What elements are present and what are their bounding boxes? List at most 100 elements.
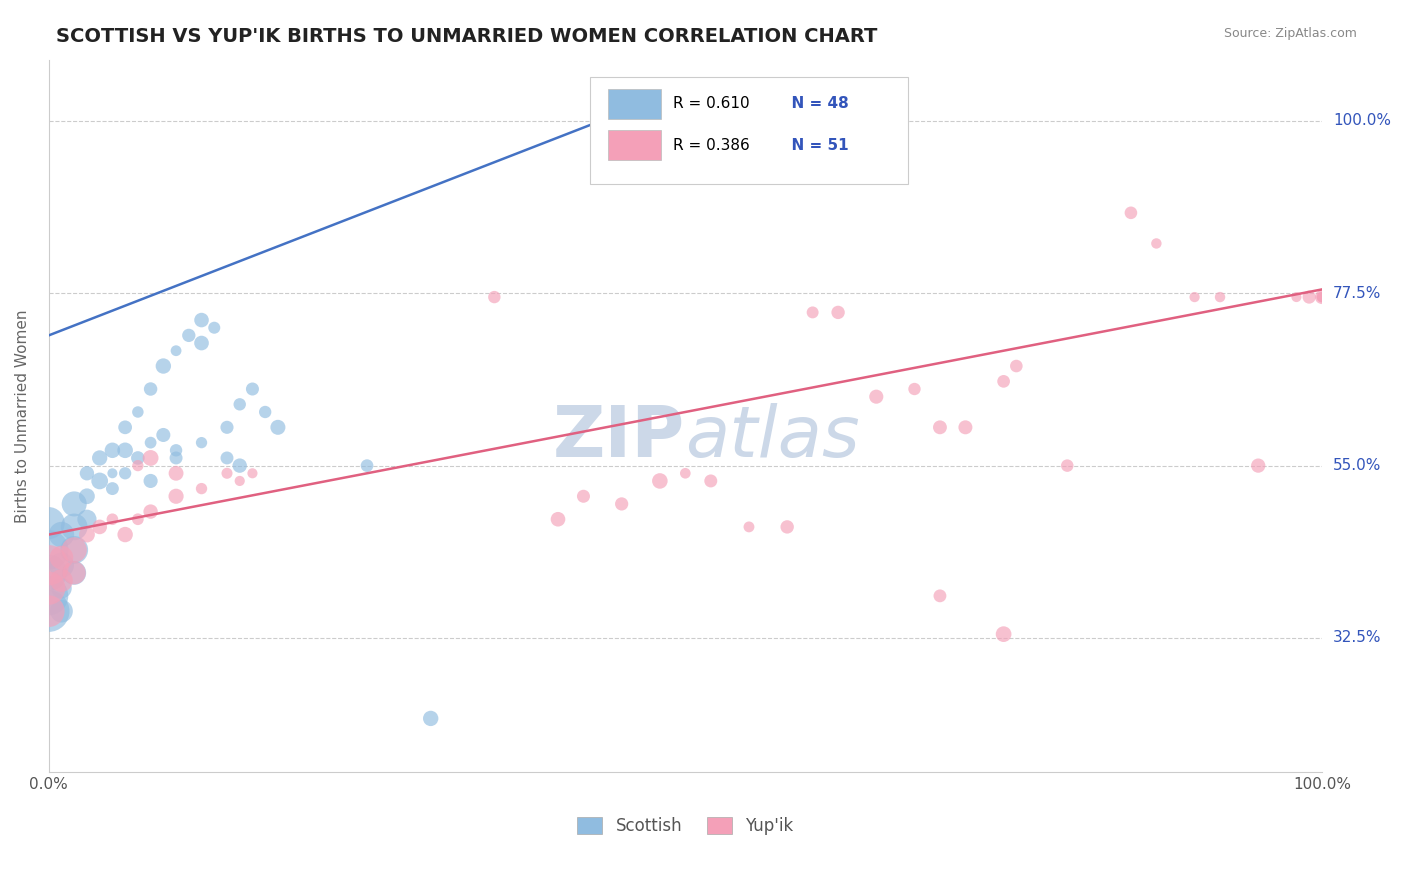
FancyBboxPatch shape <box>607 130 661 160</box>
Point <box>267 420 290 434</box>
Point <box>51 604 73 618</box>
Point <box>63 542 86 557</box>
Point <box>903 382 925 396</box>
Point <box>127 405 149 419</box>
Point <box>190 482 212 496</box>
Point <box>63 520 86 534</box>
Point <box>547 512 569 526</box>
Point <box>89 520 111 534</box>
Point <box>114 467 136 481</box>
Point <box>127 450 149 465</box>
Point <box>139 450 162 465</box>
Point <box>190 336 212 351</box>
Point <box>139 474 162 488</box>
Point <box>993 375 1015 389</box>
Point <box>63 566 86 580</box>
Text: ZIP: ZIP <box>553 402 685 472</box>
Point <box>101 443 124 458</box>
Point <box>1247 458 1270 473</box>
Text: R = 0.386: R = 0.386 <box>672 137 749 153</box>
Point <box>51 527 73 541</box>
Point <box>89 450 111 465</box>
Point <box>177 328 200 343</box>
Point <box>114 443 136 458</box>
Point <box>190 435 212 450</box>
Text: N = 48: N = 48 <box>780 96 849 112</box>
Point <box>1310 290 1333 304</box>
Point <box>419 711 441 725</box>
Point <box>865 390 887 404</box>
Legend: Scottish, Yup'ik: Scottish, Yup'ik <box>576 817 793 835</box>
Point <box>38 542 60 557</box>
Text: 100.0%: 100.0% <box>1333 113 1391 128</box>
Point <box>139 382 162 396</box>
Point <box>1005 359 1028 373</box>
Point <box>38 604 60 618</box>
Point <box>63 566 86 580</box>
Point <box>215 420 238 434</box>
Point <box>51 581 73 595</box>
Point <box>202 320 225 334</box>
Point <box>1184 290 1206 304</box>
Text: N = 51: N = 51 <box>780 137 848 153</box>
Point <box>228 397 250 411</box>
Point <box>38 566 60 580</box>
Point <box>572 489 595 503</box>
Point <box>1056 458 1078 473</box>
Point <box>139 435 162 450</box>
Point <box>827 305 849 319</box>
Point <box>76 512 98 526</box>
Point <box>228 458 250 473</box>
Point <box>215 467 238 481</box>
Point <box>1144 236 1167 251</box>
Point <box>929 420 952 434</box>
Point <box>165 343 187 358</box>
Point <box>76 489 98 503</box>
Point <box>127 512 149 526</box>
Point <box>165 467 187 481</box>
Point <box>101 482 124 496</box>
Point <box>242 382 264 396</box>
Point <box>127 458 149 473</box>
Point <box>700 474 723 488</box>
Point <box>152 359 174 373</box>
Text: 32.5%: 32.5% <box>1333 631 1382 646</box>
Point <box>955 420 977 434</box>
Point <box>648 474 671 488</box>
FancyBboxPatch shape <box>591 78 908 185</box>
Point <box>228 474 250 488</box>
Text: R = 0.610: R = 0.610 <box>672 96 749 112</box>
Text: Source: ZipAtlas.com: Source: ZipAtlas.com <box>1223 27 1357 40</box>
Point <box>801 305 824 319</box>
Y-axis label: Births to Unmarried Women: Births to Unmarried Women <box>15 309 30 523</box>
Point <box>215 450 238 465</box>
Text: atlas: atlas <box>685 402 860 472</box>
Point <box>993 627 1015 641</box>
Point <box>165 489 187 503</box>
Point <box>89 474 111 488</box>
Point <box>165 450 187 465</box>
Point <box>929 589 952 603</box>
Point <box>165 443 187 458</box>
Point <box>776 520 799 534</box>
Point <box>673 467 696 481</box>
Text: SCOTTISH VS YUP'IK BIRTHS TO UNMARRIED WOMEN CORRELATION CHART: SCOTTISH VS YUP'IK BIRTHS TO UNMARRIED W… <box>56 27 877 45</box>
Point <box>101 467 124 481</box>
Point <box>242 467 264 481</box>
Point <box>38 558 60 573</box>
Point <box>610 497 633 511</box>
Point <box>51 550 73 565</box>
Point <box>63 542 86 557</box>
Point <box>1285 290 1308 304</box>
Point <box>1119 206 1142 220</box>
Point <box>38 516 60 530</box>
Text: 55.0%: 55.0% <box>1333 458 1381 473</box>
Point <box>51 574 73 588</box>
Point <box>76 467 98 481</box>
Point <box>356 458 378 473</box>
Point <box>1298 290 1320 304</box>
Point <box>101 512 124 526</box>
Point <box>63 497 86 511</box>
Point <box>1310 290 1333 304</box>
Point <box>190 313 212 327</box>
